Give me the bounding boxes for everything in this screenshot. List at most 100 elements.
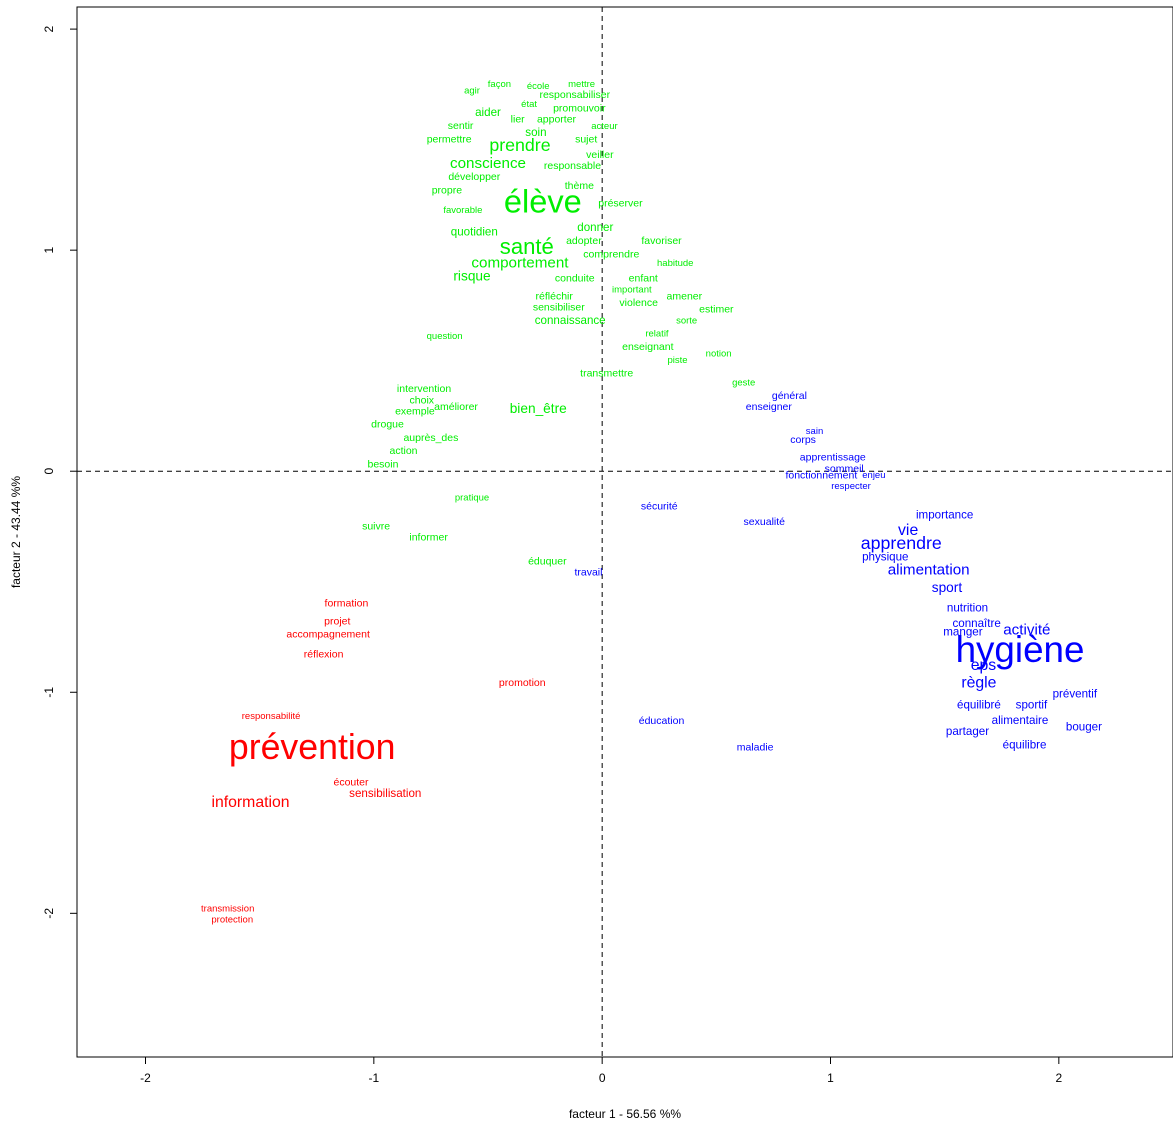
word-label: question <box>427 331 463 342</box>
word-label: corps <box>790 434 816 446</box>
word-label: façon <box>488 79 511 90</box>
word-label: violence <box>619 297 658 309</box>
word-label: enjeu <box>862 470 885 481</box>
word-label: estimer <box>699 304 734 316</box>
x-tick-label: 1 <box>827 1071 834 1085</box>
word-label: enseigner <box>746 401 793 413</box>
word-label: apprendre <box>861 533 942 553</box>
word-label: responsable <box>544 160 601 172</box>
word-label: conscience <box>450 155 526 172</box>
word-label: sujet <box>575 133 597 145</box>
word-label: respecter <box>831 481 871 492</box>
word-label: alimentaire <box>992 714 1049 727</box>
word-label: bien_être <box>510 401 567 416</box>
word-label: formation <box>325 598 369 610</box>
y-tick-label: -2 <box>42 908 56 919</box>
word-label: lier <box>511 114 526 126</box>
word-label: physique <box>862 550 908 563</box>
word-label: réfléchir <box>536 290 574 302</box>
word-label: vie <box>898 522 918 539</box>
word-label: accompagnement <box>286 629 370 641</box>
word-label: préserver <box>598 198 643 210</box>
word-label: activité <box>1003 621 1050 638</box>
word-label: aider <box>475 106 501 119</box>
word-label: favorable <box>443 205 482 216</box>
x-tick-label: 0 <box>599 1071 606 1085</box>
word-label: agir <box>464 86 480 97</box>
word-label: soin <box>525 126 546 139</box>
word-label: élève <box>504 182 582 219</box>
word-label: promouvoir <box>553 102 606 114</box>
word-label: sentir <box>448 120 474 132</box>
word-label: équilibre <box>1003 738 1047 751</box>
word-label: sorte <box>676 315 697 326</box>
word-label: enseignant <box>622 341 673 353</box>
word-label: sommeil <box>825 463 864 475</box>
word-label: préventif <box>1053 688 1098 701</box>
word-label: bouger <box>1066 721 1102 734</box>
word-label: fonctionnement <box>785 469 857 481</box>
word-label: choix <box>410 394 435 406</box>
axis-ticks: -2 -1 0 1 2 -2 -1 0 1 2 <box>42 25 1062 1085</box>
word-label: sensibiliser <box>533 301 585 313</box>
word-label: protection <box>211 914 253 925</box>
word-label: drogue <box>371 419 404 431</box>
word-label: connaître <box>952 617 1000 630</box>
word-label: éducation <box>639 715 685 727</box>
word-label: eps <box>971 657 997 674</box>
word-label: règle <box>961 675 996 692</box>
word-label: enfant <box>629 273 658 285</box>
word-label: responsabiliser <box>539 89 610 101</box>
word-label: risque <box>453 268 490 283</box>
word-label: mettre <box>568 79 595 90</box>
word-label: état <box>521 99 537 110</box>
word-label: école <box>527 81 550 92</box>
plot-frame <box>76 6 1173 1058</box>
word-label: sexualité <box>744 516 786 528</box>
word-label: notion <box>706 349 732 360</box>
word-label: piste <box>667 355 687 366</box>
word-label: transmettre <box>580 368 633 380</box>
word-label: connaissance <box>535 314 606 327</box>
word-label: projet <box>324 615 350 627</box>
word-label: alimentation <box>888 562 970 579</box>
word-label: permettre <box>427 133 472 145</box>
x-tick-label: -1 <box>368 1071 379 1085</box>
word-label: responsabilité <box>242 711 301 722</box>
word-label: propre <box>432 184 463 196</box>
word-label: quotidien <box>451 226 498 239</box>
word-label: réflexion <box>304 648 344 660</box>
word-label: habitude <box>657 258 693 269</box>
word-label: informer <box>409 531 448 543</box>
word-label: apporter <box>537 114 577 126</box>
word-label: exemple <box>395 405 435 417</box>
word-label: suivre <box>362 520 390 532</box>
y-tick-label: -1 <box>42 687 56 698</box>
word-label: pratique <box>455 492 489 503</box>
word-label: sain <box>806 426 823 437</box>
x-tick-label: 2 <box>1055 1071 1062 1085</box>
word-label: veiller <box>586 149 614 161</box>
word-label: équilibré <box>957 699 1001 712</box>
word-label: sensibilisation <box>349 787 421 800</box>
word-label: donner <box>577 221 613 234</box>
word-label: auprès_des <box>403 432 458 444</box>
x-axis-label: facteur 1 - 56.56 %% <box>569 1107 681 1121</box>
word-label: éduquer <box>528 556 567 568</box>
word-label: sécurité <box>641 500 678 512</box>
word-label: transmission <box>201 903 254 914</box>
word-label: hygiène <box>956 629 1085 670</box>
word-label: développer <box>448 171 500 183</box>
word-label: adopter <box>566 235 602 247</box>
y-tick-label: 1 <box>42 247 56 254</box>
word-label: améliorer <box>434 401 478 413</box>
word-label: comportement <box>471 254 569 271</box>
y-tick-label: 2 <box>42 25 56 32</box>
word-label: action <box>390 445 418 457</box>
word-label: nutrition <box>947 601 988 614</box>
word-label: partager <box>946 725 989 738</box>
word-label: important <box>612 284 652 295</box>
word-label: geste <box>732 377 755 388</box>
y-axis-label: facteur 2 - 43.44 %% <box>9 476 23 588</box>
